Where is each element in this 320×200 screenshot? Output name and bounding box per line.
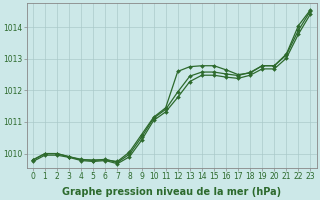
X-axis label: Graphe pression niveau de la mer (hPa): Graphe pression niveau de la mer (hPa) bbox=[62, 187, 281, 197]
